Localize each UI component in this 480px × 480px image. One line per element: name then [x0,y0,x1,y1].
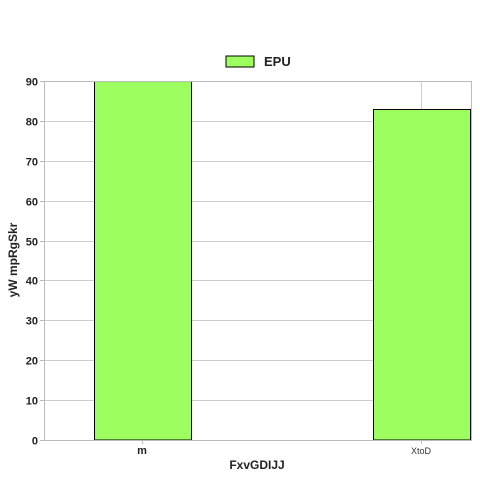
y-tick-label: 10 [26,396,38,408]
x-tick-labels: m XtoD [137,445,431,457]
y-tick-label: 60 [26,197,38,209]
x-axis-title: FxvGDIJJ [229,458,284,472]
y-tick-label: 50 [26,237,38,249]
x-tick-label: XtoD [411,446,432,456]
y-tick-label: 80 [26,117,38,129]
bars [94,81,471,441]
axes [40,81,472,444]
legend: EPU [225,54,291,69]
y-tick-label: 30 [26,316,38,328]
plot-frame [44,81,472,441]
legend-label-epu: EPU [264,54,291,69]
legend-swatch-epu [225,55,255,68]
y-tick-label: 20 [26,356,38,368]
x-tick-label: m [137,445,147,457]
bar-m [94,81,192,441]
y-tick-label: 0 [32,436,38,448]
y-tick-label: 90 [26,77,38,89]
y-tick-labels: 0 10 20 30 40 50 60 70 80 90 [26,77,38,448]
y-tick-label: 70 [26,157,38,169]
y-tick-label: 40 [26,276,38,288]
bar-xtod [373,109,471,441]
y-axis-title: yW mpRgSkr [6,222,20,297]
